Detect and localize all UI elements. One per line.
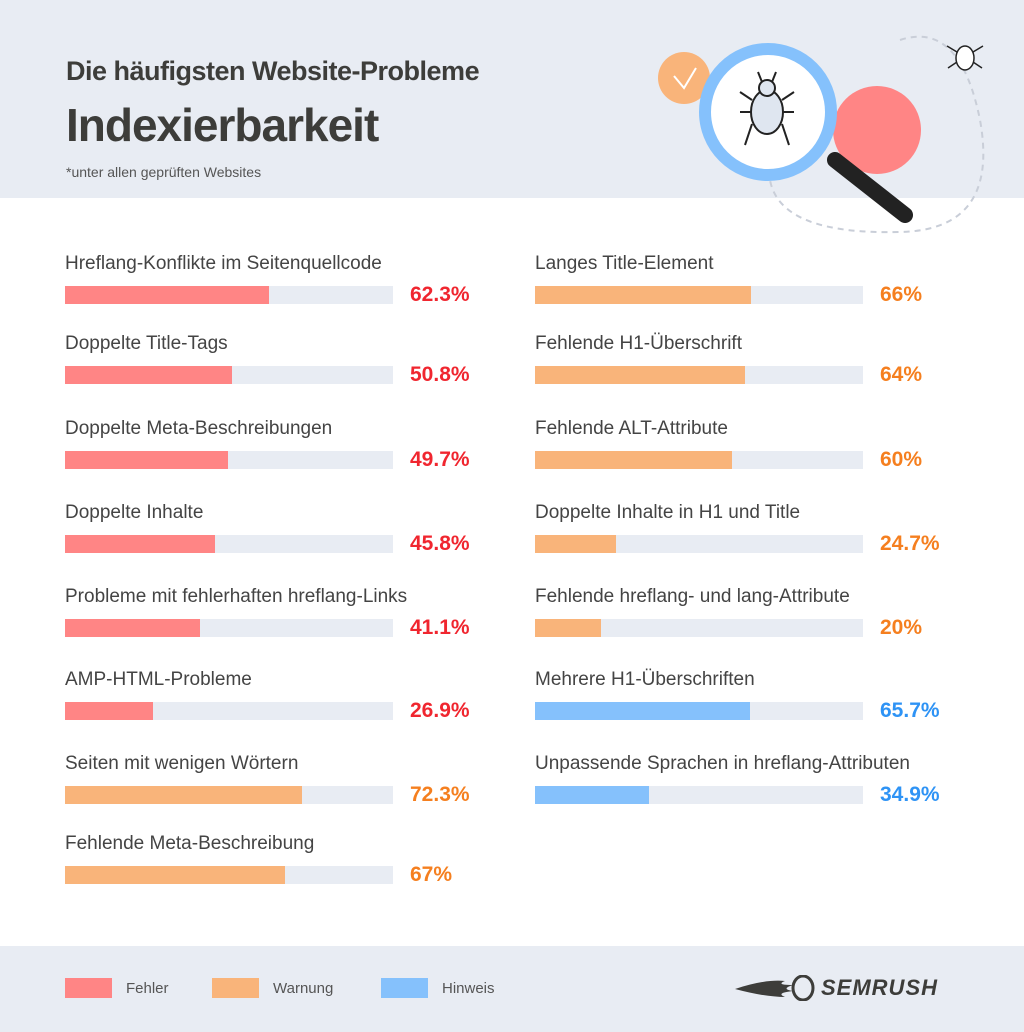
legend-fehler: Fehler <box>65 978 169 998</box>
check-circle <box>658 52 710 104</box>
bar-value-label: 20% <box>880 616 923 639</box>
semrush-logo: SEMRUSH <box>735 975 938 1001</box>
bar <box>535 366 745 384</box>
bar-track <box>65 366 393 384</box>
legend-label: Hinweis <box>442 979 495 997</box>
bar-track <box>535 451 863 469</box>
bar <box>65 451 229 469</box>
legend-swatch <box>381 978 428 998</box>
bar-track <box>535 286 863 304</box>
bar-value-label: 50.8% <box>410 363 470 386</box>
bar-row: Doppelte Title-Tags 50.8% <box>65 333 485 393</box>
footnote: *unter allen geprüften Websites <box>66 164 262 180</box>
bar-label: Fehlende Meta-Beschreibung <box>65 833 315 854</box>
bar-label: Unpassende Sprachen in hreflang-Attribut… <box>535 753 910 774</box>
bar-value-label: 66% <box>880 283 923 306</box>
bar-row: Fehlende ALT-Attribute 60% <box>535 418 955 478</box>
check-icon <box>673 67 697 90</box>
bar-track <box>535 786 863 804</box>
bar-track <box>65 786 393 804</box>
bar <box>65 786 303 804</box>
footer <box>0 946 1024 1032</box>
bar-row: Fehlende hreflang- und lang-Attribute 20… <box>535 586 955 646</box>
bar-label: Langes Title-Element <box>535 253 714 274</box>
bar-value-label: 34.9% <box>880 783 940 806</box>
flame-icon <box>735 975 815 1001</box>
bar-row: Langes Title-Element 66% <box>535 253 955 313</box>
bar-value-label: 62.3% <box>410 283 470 306</box>
bar-row: Doppelte Meta-Beschreibungen 49.7% <box>65 418 485 478</box>
bar <box>535 702 751 720</box>
legend-swatch <box>212 978 259 998</box>
bar <box>65 702 154 720</box>
bar-label: Fehlende ALT-Attribute <box>535 418 728 439</box>
bar-track <box>65 451 393 469</box>
magnifier-bug-illustration <box>658 35 985 234</box>
bar <box>65 535 216 553</box>
bar-row: Seiten mit wenigen Wörtern 72.3% <box>65 753 485 813</box>
bar-track <box>65 702 393 720</box>
bug-icon-small <box>946 45 984 71</box>
page-subtitle: Indexierbarkeit <box>66 99 379 151</box>
bar-row: Hreflang-Konflikte im Seitenquellcode 62… <box>65 253 485 313</box>
bar-label: Fehlende H1-Überschrift <box>535 333 742 354</box>
bar-value-label: 60% <box>880 448 923 471</box>
bar-value-label: 24.7% <box>880 532 940 555</box>
bar-label: Mehrere H1-Überschriften <box>535 669 755 690</box>
bar-label: Seiten mit wenigen Wörtern <box>65 753 299 774</box>
bar-value-label: 26.9% <box>410 699 470 722</box>
legend-label: Fehler <box>126 979 169 997</box>
bar-row: Doppelte Inhalte 45.8% <box>65 502 485 562</box>
bar-label: Doppelte Inhalte <box>65 502 204 523</box>
bar-track <box>65 535 393 553</box>
legend-label: Warnung <box>273 979 334 997</box>
bar-label: Doppelte Title-Tags <box>65 333 228 354</box>
bar-track <box>65 619 393 637</box>
bar-track <box>65 286 393 304</box>
bar-value-label: 72.3% <box>410 783 470 806</box>
bar-value-label: 64% <box>880 363 923 386</box>
legend-hinweis: Hinweis <box>381 978 495 998</box>
bar-row: AMP-HTML-Probleme 26.9% <box>65 669 485 729</box>
bar-row: Doppelte Inhalte in H1 und Title 24.7% <box>535 502 955 562</box>
bar <box>535 286 752 304</box>
bar-track <box>535 535 863 553</box>
legend-swatch <box>65 978 112 998</box>
bar <box>65 619 200 637</box>
bar-row: Mehrere H1-Überschriften 65.7% <box>535 669 955 729</box>
bar-value-label: 49.7% <box>410 448 470 471</box>
bar-track <box>535 619 863 637</box>
bar-row: Fehlende H1-Überschrift 64% <box>535 333 955 393</box>
bar-row: Fehlende Meta-Beschreibung 67% <box>65 833 485 893</box>
bug-icon <box>739 71 795 146</box>
bar-label: Hreflang-Konflikte im Seitenquellcode <box>65 253 382 274</box>
bar-value-label: 41.1% <box>410 616 470 639</box>
legend-warnung: Warnung <box>212 978 333 998</box>
bar-track <box>535 366 863 384</box>
bar <box>65 366 232 384</box>
bar <box>535 451 732 469</box>
brand-name: SEMRUSH <box>821 975 939 1000</box>
bar-label: Doppelte Inhalte in H1 und Title <box>535 502 801 523</box>
bar <box>65 866 285 884</box>
bar-row: Probleme mit fehlerhaften hreflang-Links… <box>65 586 485 646</box>
bar-track <box>535 702 863 720</box>
bar-label: Fehlende hreflang- und lang-Attribute <box>535 586 850 607</box>
bar-row: Unpassende Sprachen in hreflang-Attribut… <box>535 753 955 813</box>
bar-label: AMP-HTML-Probleme <box>65 669 252 690</box>
bar-value-label: 45.8% <box>410 532 470 555</box>
bar-value-label: 65.7% <box>880 699 940 722</box>
bar <box>65 286 270 304</box>
bar <box>535 535 617 553</box>
bar-label: Probleme mit fehlerhaften hreflang-Links <box>65 586 408 607</box>
bar-value-label: 67% <box>410 863 453 886</box>
bar <box>535 786 650 804</box>
bar-label: Doppelte Meta-Beschreibungen <box>65 418 333 439</box>
page-title: Die häufigsten Website-Probleme <box>66 56 480 86</box>
bar-track <box>65 866 393 884</box>
bar <box>535 619 601 637</box>
